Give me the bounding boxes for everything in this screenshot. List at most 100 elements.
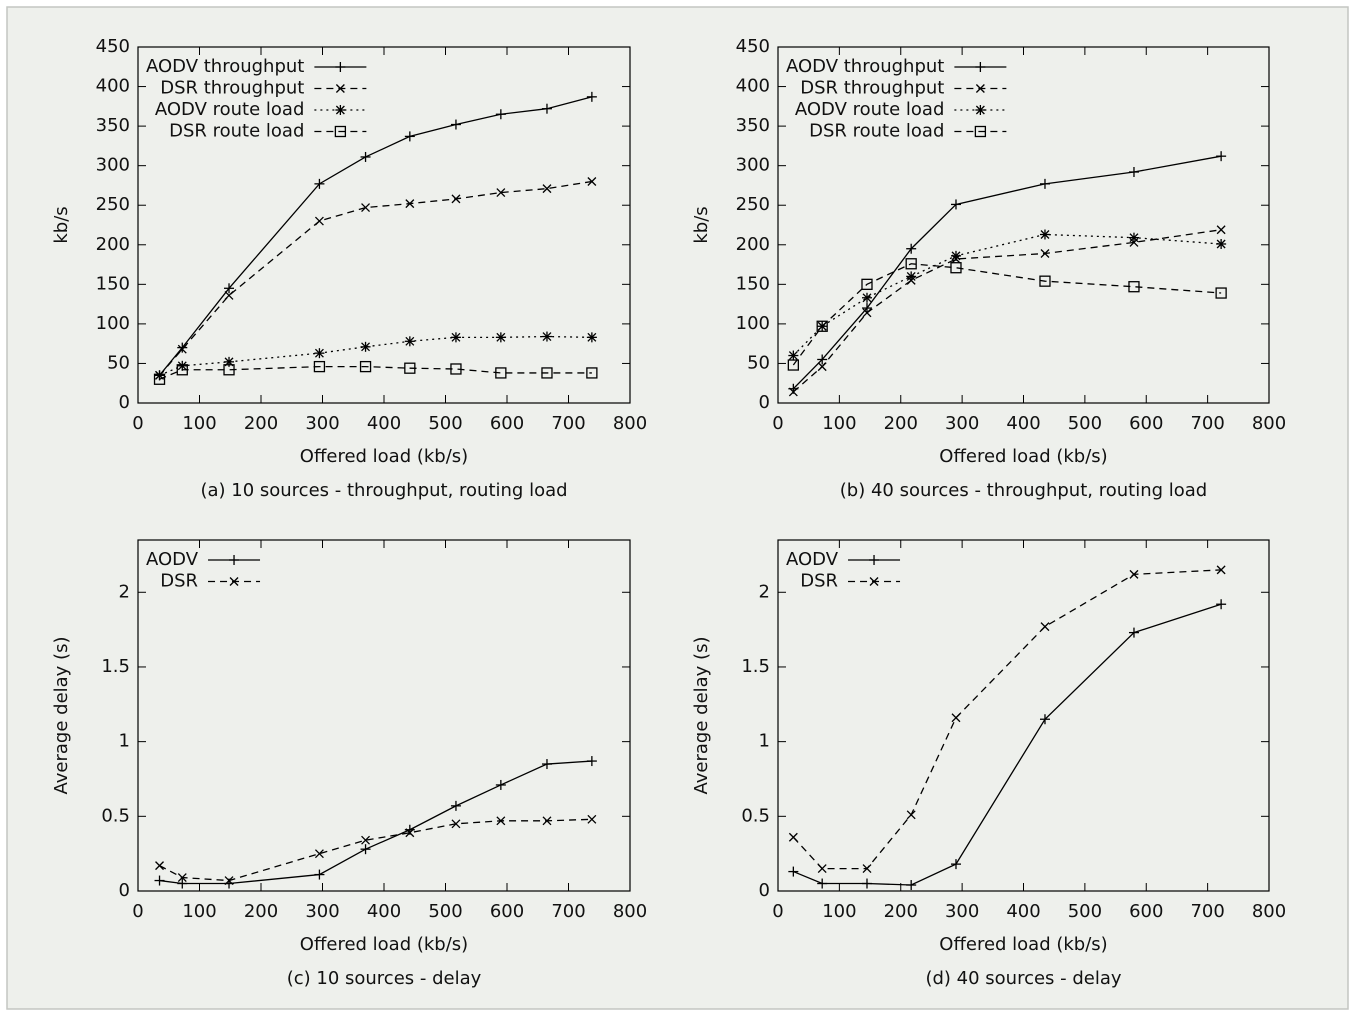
x-tick-label: 200: [884, 901, 918, 922]
series-line: [159, 96, 593, 376]
marker: [360, 844, 371, 855]
series-line: [792, 569, 1222, 870]
marker: [1128, 627, 1139, 638]
y-tick-label: 350: [736, 115, 770, 136]
x-tick-label: 500: [1068, 413, 1102, 434]
marker: [906, 271, 917, 282]
legend-marker: [335, 84, 345, 93]
marker: [788, 832, 798, 842]
series-line: [793, 603, 1222, 886]
marker-stroke: [788, 351, 798, 360]
x-tick-label: 300: [945, 901, 979, 922]
marker: [361, 835, 371, 845]
marker: [361, 203, 371, 213]
legend-marker: [334, 125, 347, 138]
marker-stroke: [314, 216, 324, 226]
marker-box: [586, 367, 598, 379]
y-tick-label: 250: [96, 194, 130, 215]
marker: [542, 184, 552, 194]
marker: [224, 290, 234, 300]
marker: [1039, 178, 1050, 189]
marker-stroke: [542, 184, 552, 194]
legend-label: DSR: [160, 571, 198, 592]
marker: [496, 816, 506, 826]
marker-stroke: [224, 290, 234, 300]
marker-box: [495, 367, 507, 379]
marker: [586, 756, 597, 767]
x-tick-label: 300: [945, 413, 979, 434]
marker-stroke: [817, 362, 827, 372]
x-tick-label: 800: [613, 413, 647, 434]
marker: [495, 367, 507, 379]
marker: [787, 359, 799, 371]
x-axis-label: Offered load (kb/s): [939, 934, 1107, 955]
legend-label: AODV: [146, 549, 199, 570]
y-tick-label: 0: [759, 880, 770, 901]
marker: [314, 216, 324, 226]
marker-stroke: [587, 332, 597, 342]
marker-stroke: [906, 810, 916, 820]
marker-stroke: [951, 251, 961, 261]
legend-marker: [975, 84, 985, 93]
y-tick-label: 1: [119, 731, 130, 752]
marker: [1039, 714, 1050, 725]
marker-stroke: [975, 84, 985, 93]
marker: [404, 131, 415, 142]
x-tick-label: 0: [772, 901, 783, 922]
marker: [223, 364, 235, 376]
legend-marker: [869, 555, 880, 565]
series-line: [159, 760, 592, 885]
x-tick-label: 400: [1006, 901, 1040, 922]
series-line: [792, 233, 1222, 356]
marker: [861, 878, 872, 889]
y-tick-label: 1.5: [741, 656, 770, 677]
marker-stroke: [177, 361, 187, 371]
marker: [176, 364, 188, 376]
marker: [224, 876, 234, 886]
marker: [541, 759, 552, 770]
marker: [817, 354, 828, 365]
y-axis-label: kb/s: [691, 206, 712, 243]
marker: [816, 320, 828, 332]
y-tick-label: 100: [96, 313, 130, 334]
legend-marker: [869, 577, 879, 586]
series-line: [159, 365, 592, 380]
x-tick-label: 700: [551, 413, 585, 434]
marker: [177, 873, 187, 883]
x-tick-label: 100: [182, 413, 216, 434]
x-axis-label: Offered load (kb/s): [939, 446, 1107, 467]
x-tick-label: 800: [613, 901, 647, 922]
marker: [360, 151, 371, 162]
y-axis-label: Average delay (s): [691, 637, 712, 795]
y-tick-label: 150: [96, 273, 130, 294]
legend-marker: [974, 125, 987, 138]
y-tick-label: 0: [119, 880, 130, 901]
marker-stroke: [788, 387, 798, 397]
marker-stroke: [869, 577, 879, 586]
y-tick-label: 1: [759, 731, 770, 752]
marker-stroke: [405, 828, 415, 838]
marker: [451, 819, 461, 829]
x-tick-label: 600: [490, 901, 524, 922]
marker-box: [816, 320, 828, 332]
legend-marker: [229, 577, 239, 586]
marker: [405, 828, 415, 838]
x-tick-label: 300: [305, 901, 339, 922]
marker-box: [404, 362, 416, 374]
marker-stroke: [906, 271, 916, 281]
marker-box: [787, 359, 799, 371]
marker: [154, 875, 165, 886]
marker: [950, 262, 962, 274]
y-tick-label: 350: [96, 115, 130, 136]
marker-box: [905, 258, 917, 270]
marker-stroke: [361, 203, 371, 213]
marker-stroke: [335, 84, 345, 93]
marker: [450, 363, 462, 375]
marker: [360, 341, 371, 352]
marker-stroke: [587, 177, 597, 186]
marker: [542, 816, 552, 826]
marker: [586, 91, 597, 102]
marker-box: [1039, 275, 1051, 287]
marker: [862, 308, 872, 318]
